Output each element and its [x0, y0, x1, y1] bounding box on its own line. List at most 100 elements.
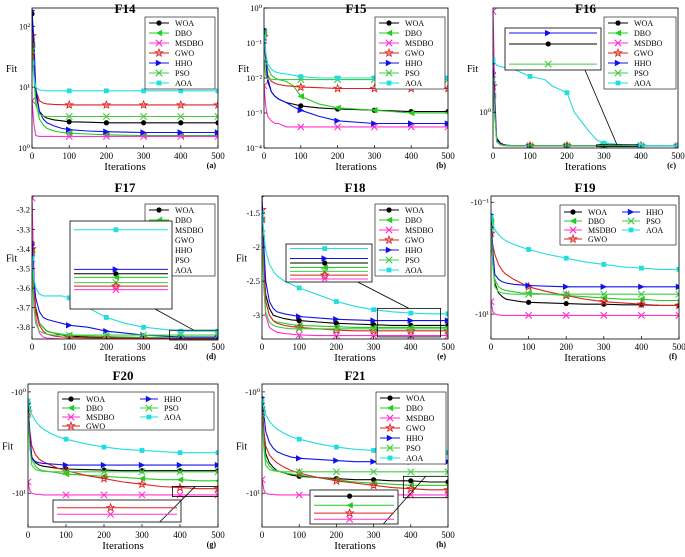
- x-tick-label: 0: [30, 151, 35, 161]
- legend-label-woa: WOA: [634, 19, 653, 28]
- data-point-gwo: [99, 473, 109, 483]
- data-point-gwo: [137, 479, 147, 489]
- data-point-aoa: [215, 88, 218, 94]
- panel-tag: (h): [436, 540, 446, 549]
- data-point-woa: [445, 479, 448, 485]
- data-point-pso: [370, 468, 378, 476]
- legend-marker-dbo: [67, 404, 75, 412]
- data-point-dbo: [444, 111, 448, 115]
- y-tick-label: 10⁻⁴: [246, 143, 262, 153]
- x-tick-label: 300: [597, 151, 611, 161]
- inset-marker-gwo: [111, 281, 121, 291]
- data-point-gwo: [175, 99, 186, 110]
- legend-marker-gwo: [384, 234, 394, 245]
- data-point-hho: [66, 126, 73, 133]
- data-point-dbo: [177, 132, 184, 139]
- data-point-msdbo: [525, 311, 533, 319]
- data-point-aoa: [334, 299, 339, 304]
- data-point-hho: [62, 461, 70, 469]
- legend-label-dbo: DBO: [588, 217, 605, 226]
- panel-tag: (c): [667, 161, 676, 170]
- legend-marker-msdbo: [385, 226, 393, 234]
- data-point-pso: [295, 325, 303, 333]
- data-point-pso: [264, 57, 268, 65]
- axes-frame: [492, 7, 679, 149]
- data-point-msdbo: [32, 196, 36, 202]
- data-point-msdbo: [262, 216, 266, 224]
- data-point-aoa: [335, 75, 340, 81]
- inset-marker-hho: [112, 266, 120, 273]
- legend-marker-woa: [386, 20, 392, 26]
- chart-title: F21: [345, 368, 366, 383]
- legend-marker-woa: [68, 396, 74, 402]
- series-line-gwo: [262, 209, 448, 332]
- legend-marker-msdbo: [155, 39, 163, 47]
- series-line-gwo: [264, 36, 448, 90]
- inset-marker-gwo: [319, 270, 330, 280]
- legend-marker-dbo: [385, 29, 393, 37]
- zoom-inset: [52, 486, 219, 523]
- data-point-aoa: [298, 74, 304, 79]
- legend-label-dbo: DBO: [405, 29, 422, 38]
- x-tick-label: 100: [292, 530, 306, 540]
- data-point-gwo: [32, 30, 37, 40]
- data-point-gwo: [295, 82, 306, 92]
- legend-marker-dbo: [155, 29, 163, 37]
- data-point-aoa: [527, 73, 533, 79]
- data-point-hho: [675, 283, 679, 290]
- legend-marker-woa: [156, 20, 162, 26]
- x-axis-label: Iterations: [334, 352, 376, 364]
- y-axis-label: Fit: [2, 442, 13, 453]
- data-point-gwo: [443, 325, 448, 335]
- y-axis-label: Fit: [236, 254, 247, 265]
- data-point-aoa: [104, 315, 109, 320]
- data-point-gwo: [636, 299, 647, 309]
- legend-marker-hho: [614, 59, 622, 67]
- x-axis-label: Iterations: [564, 352, 606, 364]
- data-point-aoa: [676, 266, 679, 272]
- data-point-gwo: [443, 484, 448, 494]
- data-point-hho: [100, 461, 108, 469]
- data-point-msdbo: [138, 491, 146, 499]
- data-point-msdbo: [637, 311, 645, 319]
- y-tick-label: -3.3: [17, 224, 30, 234]
- legend-label-dbo: DBO: [175, 29, 192, 38]
- data-point-hho: [297, 107, 304, 114]
- data-point-pso: [138, 468, 146, 476]
- data-point-aoa: [178, 88, 184, 94]
- data-point-dbo: [140, 132, 147, 139]
- data-point-hho: [370, 458, 377, 465]
- legend-marker-aoa: [146, 414, 152, 420]
- inset-marker-msdbo: [346, 515, 354, 523]
- data-point-msdbo: [297, 123, 305, 131]
- series-line-msdbo: [32, 100, 218, 137]
- series-line-gwo: [262, 412, 448, 491]
- chart-f17: 0 100 200 300 400 500 -3.8 -3.7 -3.6 -3.5 -3.4 -3.3…: [6, 180, 225, 364]
- legend-marker-gwo: [154, 47, 164, 58]
- legend-label-hho: HHO: [164, 395, 182, 404]
- data-point-aoa: [372, 75, 377, 81]
- chart-title: F16: [575, 1, 596, 16]
- x-tick-label: 300: [137, 342, 151, 352]
- data-point-pso: [600, 290, 608, 298]
- x-tick-label: 300: [597, 342, 611, 352]
- data-point-hho: [370, 317, 377, 324]
- data-point-pso: [177, 112, 185, 121]
- legend-label-gwo: GWO: [405, 236, 424, 245]
- data-point-aoa: [445, 450, 448, 456]
- data-point-dbo: [214, 479, 218, 483]
- data-point-aoa: [141, 88, 146, 94]
- y-tick-label: 10⁻²: [246, 73, 262, 83]
- data-point-aoa: [32, 60, 35, 66]
- chart-f18: 0 100 200 300 400 500 -3 -2.5 -2 -1.5 F18 Iteration…: [236, 180, 455, 364]
- x-tick-label: 0: [260, 342, 265, 352]
- x-axis-label: Iterations: [565, 161, 607, 173]
- zoom-inset: [285, 243, 441, 338]
- x-tick-label: 300: [137, 151, 151, 161]
- data-point-hho: [66, 322, 73, 329]
- inset-marker-gwo: [344, 508, 355, 518]
- series-line-gwo: [493, 86, 678, 147]
- y-axis-label: Fit: [238, 64, 249, 75]
- legend-label-pso: PSO: [175, 256, 190, 265]
- axes-frame: [261, 195, 449, 340]
